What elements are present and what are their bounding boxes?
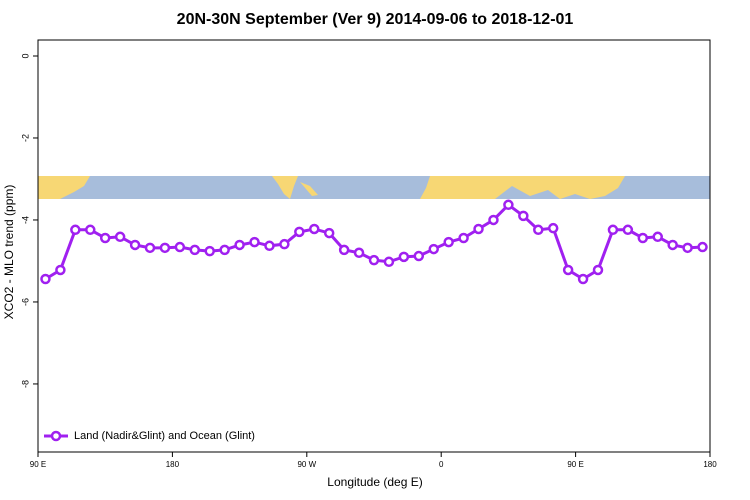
y-axis-label: XCO2 - MLO trend (ppm)	[2, 185, 16, 320]
data-point	[294, 226, 305, 238]
data-point	[144, 242, 156, 254]
data-point	[383, 256, 395, 268]
x-axis-label: Longitude (deg E)	[327, 475, 422, 489]
data-point	[547, 222, 559, 234]
data-point	[114, 231, 126, 243]
x-tick-label: 0	[439, 460, 444, 469]
plot-frame	[37, 39, 711, 453]
data-point	[40, 273, 51, 285]
legend-marker	[50, 430, 62, 442]
data-point	[637, 232, 649, 244]
data-point	[264, 240, 275, 252]
data-point	[562, 264, 574, 276]
data-point	[443, 236, 454, 248]
data-point	[368, 254, 380, 266]
data-point	[99, 232, 111, 244]
y-tick-label: -6	[20, 298, 30, 306]
data-point	[458, 232, 469, 244]
map-strip	[38, 176, 710, 199]
data-point	[622, 224, 634, 236]
data-point	[159, 242, 171, 254]
data-point	[518, 210, 529, 222]
x-tick-label: 90 W	[297, 460, 316, 469]
data-point	[174, 241, 186, 253]
data-point	[219, 244, 230, 256]
data-point	[129, 239, 141, 251]
data-point	[85, 224, 96, 236]
data-point	[189, 244, 201, 256]
data-point	[249, 236, 260, 248]
data-point	[488, 214, 499, 226]
chart-title: 20N-30N September (Ver 9) 2014-09-06 to …	[177, 11, 574, 28]
data-point	[682, 242, 693, 254]
x-tick-label: 90 E	[30, 460, 46, 469]
x-tick-label: 180	[166, 460, 180, 469]
series-line	[44, 202, 703, 281]
data-point	[592, 264, 604, 276]
data-point	[55, 264, 66, 276]
data-point	[652, 231, 663, 243]
data-point	[667, 239, 678, 251]
data-point	[323, 227, 335, 239]
data-point	[309, 223, 320, 235]
data-point	[503, 199, 514, 211]
data-point	[428, 243, 439, 255]
data-point	[204, 245, 215, 257]
data-point	[697, 241, 708, 253]
data-point	[279, 238, 290, 250]
data-point	[70, 224, 81, 236]
data-point	[398, 251, 410, 263]
data-point	[353, 247, 365, 259]
data-point	[234, 239, 245, 251]
y-tick-label: -4	[20, 216, 30, 224]
data-point	[413, 250, 425, 262]
x-tick-label: 180	[703, 460, 717, 469]
legend-label: Land (Nadir&Glint) and Ocean (Glint)	[74, 430, 255, 442]
y-tick-label: -8	[20, 380, 30, 388]
x-tick-label: 90 E	[567, 460, 583, 469]
y-tick-label: -2	[20, 134, 30, 142]
data-point	[338, 244, 350, 256]
data-point	[577, 273, 589, 285]
y-tick-label: 0	[20, 53, 30, 58]
data-point	[473, 223, 484, 235]
data-point	[607, 224, 619, 236]
data-point	[533, 224, 544, 236]
